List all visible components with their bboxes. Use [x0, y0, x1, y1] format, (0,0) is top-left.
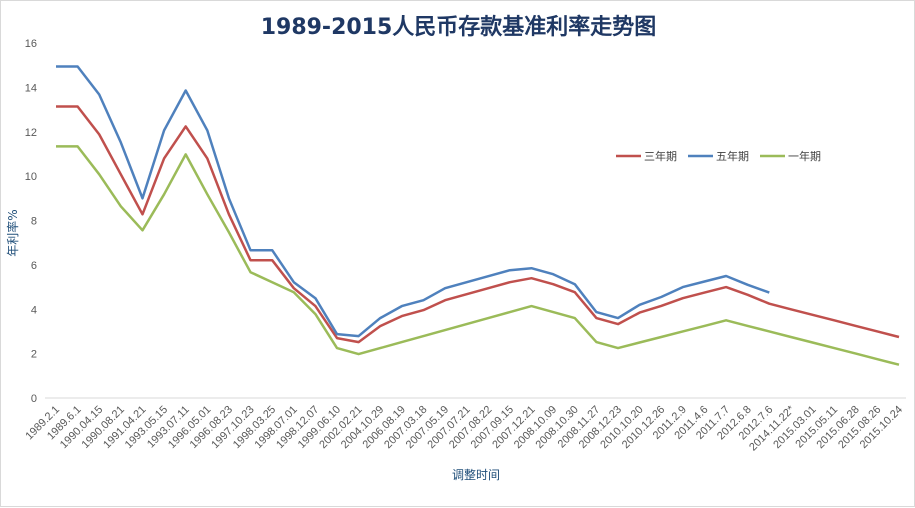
y-tick-label: 16 — [25, 38, 37, 50]
y-tick-label: 0 — [31, 393, 37, 405]
y-tick-label: 10 — [25, 171, 37, 183]
y-tick-label: 12 — [25, 127, 37, 139]
x-axis-title: 调整时间 — [452, 467, 500, 482]
chart-title: 1989-2015人民币存款基准利率走势图 — [260, 15, 657, 40]
legend-label: 一年期 — [788, 149, 821, 163]
legend-label: 五年期 — [716, 149, 749, 163]
series-line-0 — [56, 105, 900, 344]
y-tick-label: 4 — [31, 304, 37, 316]
y-tick-label: 2 — [31, 349, 37, 361]
y-tick-label: 14 — [25, 82, 37, 94]
y-tick-label: 6 — [31, 260, 37, 272]
y-axis-title: 年利率% — [5, 209, 20, 256]
series-line-2 — [56, 145, 900, 366]
legend-label: 三年期 — [644, 149, 677, 163]
y-tick-label: 8 — [31, 216, 37, 228]
series-line-1 — [56, 65, 770, 338]
